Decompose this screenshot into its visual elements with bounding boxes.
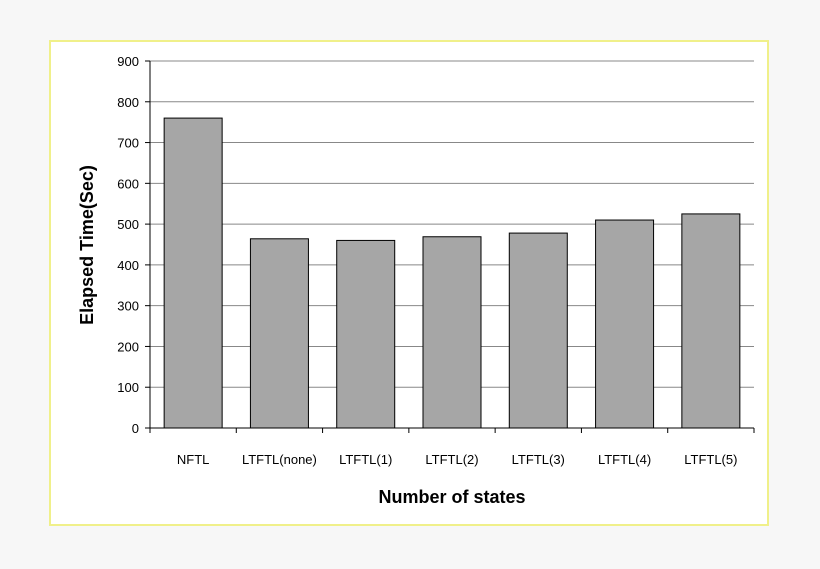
x-tick-label: LTFTL(3)	[512, 452, 565, 467]
x-axis-title: Number of states	[378, 487, 525, 507]
bar-nftl	[163, 117, 223, 429]
bar-ltftl-1	[336, 239, 396, 429]
axes	[145, 60, 755, 433]
y-tick-label: 400	[117, 258, 139, 273]
bar-ltftl-5	[681, 213, 741, 429]
x-tick-labels: NFTL LTFTL(none) LTFTL(1) LTFTL(2) LTFTL(3) L…	[177, 452, 738, 467]
bar-ltftl-2	[422, 236, 482, 429]
x-tick-label: LTFTL(2)	[425, 452, 478, 467]
y-tick-label: 100	[117, 380, 139, 395]
bar-ltftl-none	[249, 238, 309, 429]
bar-ltftl-3	[508, 232, 568, 429]
bar-ltftl-4	[595, 219, 655, 429]
bars	[163, 117, 741, 429]
y-tick-label: 700	[117, 136, 139, 151]
y-tick-label: 900	[117, 54, 139, 69]
y-axis-title: Elapsed Time(Sec)	[77, 165, 97, 325]
x-tick-label: LTFTL(4)	[598, 452, 651, 467]
y-tick-label: 500	[117, 217, 139, 232]
y-tick-label: 300	[117, 299, 139, 314]
y-tick-label: 0	[132, 421, 139, 436]
x-tick-label: LTFTL(1)	[339, 452, 392, 467]
y-tick-label: 600	[117, 176, 139, 191]
x-tick-label: LTFTL(none)	[242, 452, 317, 467]
x-tick-label: LTFTL(5)	[684, 452, 737, 467]
x-tick-label: NFTL	[177, 452, 210, 467]
y-tick-label: 800	[117, 95, 139, 110]
y-tick-labels: 0 100 200 300 400 500 600 700 800 900	[117, 54, 139, 436]
y-tick-label: 200	[117, 339, 139, 354]
